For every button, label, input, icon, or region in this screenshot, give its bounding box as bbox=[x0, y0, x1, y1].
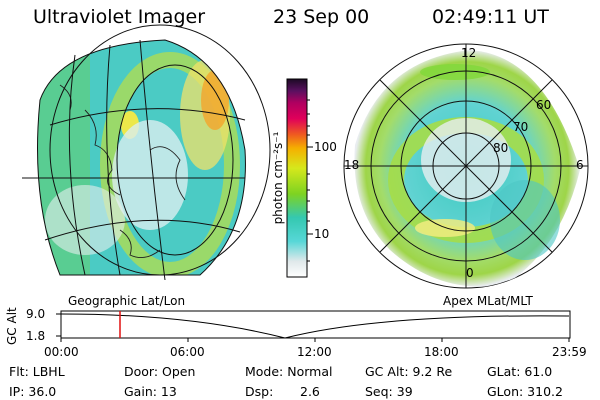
status-dsp-value: 2.6 bbox=[300, 384, 320, 399]
status-gain: Gain: 13 bbox=[124, 384, 177, 399]
status-mode: Mode: Normal bbox=[245, 364, 333, 379]
mlat-label-60: 60 bbox=[536, 98, 552, 112]
instrument-title: Ultraviolet Imager bbox=[33, 6, 206, 28]
xtick-2359: 23:59 bbox=[552, 345, 587, 359]
status-ip: IP: 36.0 bbox=[9, 384, 57, 399]
xtick-0600: 06:00 bbox=[170, 345, 205, 359]
altitude-ytick-high: 9.0 bbox=[26, 307, 46, 321]
xtick-1800: 18:00 bbox=[424, 345, 459, 359]
mlt-label-12: 12 bbox=[461, 46, 477, 60]
xtick-0000: 00:00 bbox=[44, 345, 79, 359]
status-glon: GLon: 310.2 bbox=[487, 384, 563, 399]
time-label: 02:49:11 UT bbox=[432, 6, 549, 28]
apex-caption: Apex MLat/MLT bbox=[443, 294, 533, 308]
mlat-label-80: 80 bbox=[493, 141, 509, 155]
mlat-label-70: 70 bbox=[513, 120, 529, 134]
altitude-plot bbox=[56, 310, 571, 342]
mlt-label-18: 18 bbox=[344, 158, 360, 172]
status-glat: GLat: 61.0 bbox=[487, 364, 553, 379]
status-door: Door: Open bbox=[124, 364, 196, 379]
colorbar-unit-label: photon cm⁻²s⁻¹ bbox=[271, 131, 285, 225]
altitude-ylabel: GC Alt bbox=[5, 307, 19, 345]
colorbar-tick-100: 100 bbox=[314, 140, 337, 154]
geographic-caption: Geographic Lat/Lon bbox=[68, 294, 186, 308]
colorbar bbox=[286, 78, 313, 278]
mlt-label-6: 6 bbox=[576, 158, 584, 172]
polar-image bbox=[343, 43, 589, 289]
status-seq: Seq: 39 bbox=[365, 384, 413, 399]
status-dsp-label: Dsp: bbox=[245, 384, 274, 399]
xtick-1200: 12:00 bbox=[297, 345, 332, 359]
mlt-label-0: 0 bbox=[466, 266, 474, 280]
geographic-image bbox=[22, 24, 271, 281]
status-gc-alt: GC Alt: 9.2 Re bbox=[365, 364, 453, 379]
status-filter: Flt: LBHL bbox=[9, 364, 65, 379]
date-label: 23 Sep 00 bbox=[273, 6, 370, 28]
colorbar-tick-10: 10 bbox=[314, 227, 330, 241]
altitude-ytick-low: 1.8 bbox=[26, 329, 46, 343]
